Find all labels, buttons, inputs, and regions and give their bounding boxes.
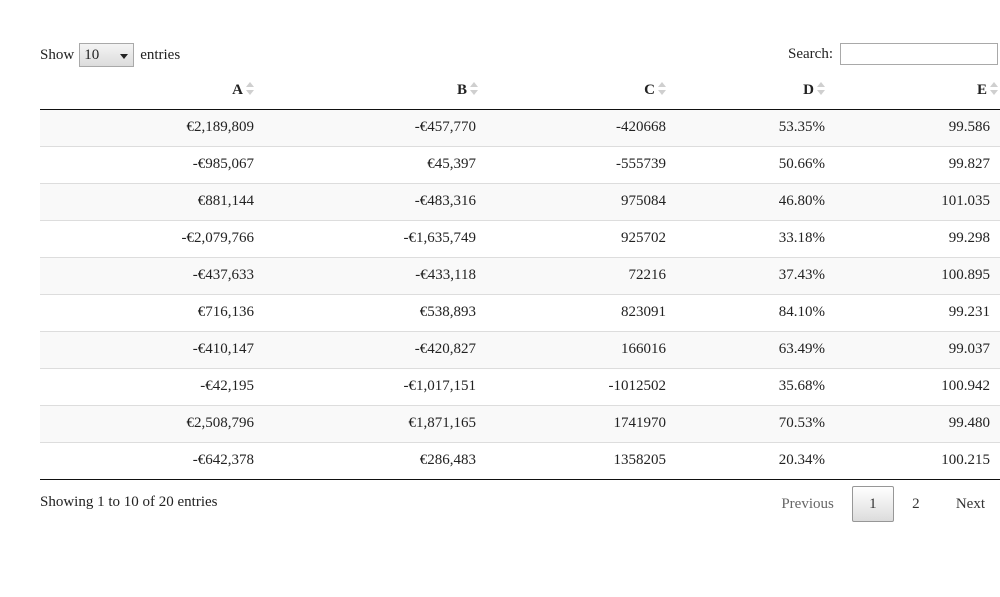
table-cell: 99.586 — [825, 109, 1000, 146]
table-cell: -€420,827 — [254, 330, 478, 368]
table-cell: 823091 — [478, 293, 666, 331]
table-cell: -€642,378 — [40, 441, 254, 480]
column-header-label: A — [232, 81, 243, 98]
table-cell: 925702 — [478, 219, 666, 257]
table-cell: 1741970 — [478, 404, 666, 442]
table-info: Showing 1 to 10 of 20 entries — [40, 494, 218, 510]
table-cell: 100.895 — [825, 256, 1000, 294]
column-header-a[interactable]: A — [40, 72, 254, 110]
table-cell: 53.35% — [666, 109, 825, 146]
table-cell: -€483,316 — [254, 182, 478, 220]
table-cell: 100.215 — [825, 441, 1000, 480]
table-cell: -€42,195 — [40, 367, 254, 405]
table-row: -€2,079,766 -€1,635,749 925702 33.18% 99… — [40, 219, 1000, 257]
table-cell: -€2,079,766 — [40, 219, 254, 257]
table-row: -€985,067 €45,397 -555739 50.66% 99.827 — [40, 145, 1000, 183]
table-cell: -€1,017,151 — [254, 367, 478, 405]
table-row: -€437,633 -€433,118 72216 37.43% 100.895 — [40, 256, 1000, 294]
sort-icon — [657, 81, 666, 96]
search-label: Search: — [788, 45, 833, 62]
pagination: Previous 1 2 Next — [769, 486, 1000, 522]
data-table: A B C D E €2,189,809 -€457,770 -420668 5… — [40, 72, 1000, 480]
column-header-label: C — [644, 81, 655, 98]
table-cell: -€457,770 — [254, 109, 478, 146]
sort-icon — [469, 81, 478, 96]
table-cell: 975084 — [478, 182, 666, 220]
table-cell: €286,483 — [254, 441, 478, 480]
table-cell: 99.480 — [825, 404, 1000, 442]
table-row: €2,508,796 €1,871,165 1741970 70.53% 99.… — [40, 404, 1000, 442]
table-cell: 46.80% — [666, 182, 825, 220]
table-cell: 70.53% — [666, 404, 825, 442]
table-cell: €2,189,809 — [40, 109, 254, 146]
table-cell: 99.231 — [825, 293, 1000, 331]
show-label: Show — [40, 46, 75, 63]
table-row: -€642,378 €286,483 1358205 20.34% 100.21… — [40, 441, 1000, 480]
entries-select-value: 10 — [84, 46, 100, 63]
column-header-c[interactable]: C — [478, 72, 666, 110]
table-cell: 63.49% — [666, 330, 825, 368]
table-cell: 35.68% — [666, 367, 825, 405]
column-header-b[interactable]: B — [254, 72, 478, 110]
table-row: €716,136 €538,893 823091 84.10% 99.231 — [40, 293, 1000, 331]
column-header-label: E — [976, 81, 987, 98]
table-cell: €881,144 — [40, 182, 254, 220]
table-cell: 99.037 — [825, 330, 1000, 368]
table-cell: 99.827 — [825, 145, 1000, 183]
column-header-e[interactable]: E — [825, 72, 1000, 110]
table-cell: 72216 — [478, 256, 666, 294]
table-cell: 20.34% — [666, 441, 825, 480]
table-cell: -€985,067 — [40, 145, 254, 183]
page-button-2[interactable]: 2 — [912, 495, 920, 512]
column-header-d[interactable]: D — [666, 72, 825, 110]
table-cell: -€433,118 — [254, 256, 478, 294]
table-cell: €1,871,165 — [254, 404, 478, 442]
header-row: A B C D E — [40, 72, 1000, 110]
entries-label: entries — [140, 46, 181, 63]
table-row: €2,189,809 -€457,770 -420668 53.35% 99.5… — [40, 109, 1000, 146]
table-cell: -€437,633 — [40, 256, 254, 294]
table-cell: 84.10% — [666, 293, 825, 331]
table-row: -€42,195 -€1,017,151 -1012502 35.68% 100… — [40, 367, 1000, 405]
table-cell: €538,893 — [254, 293, 478, 331]
next-button[interactable]: Next — [955, 495, 985, 512]
table-cell: €45,397 — [254, 145, 478, 183]
search-input[interactable] — [840, 43, 998, 65]
table-cell: -€1,635,749 — [254, 219, 478, 257]
previous-button[interactable]: Previous — [781, 495, 834, 512]
entries-select[interactable]: 10 — [79, 43, 135, 67]
page-button-1[interactable]: 1 — [851, 486, 894, 522]
search-filter: Search: — [788, 42, 998, 66]
length-control: Show 10 entries — [40, 42, 180, 68]
table-cell: 101.035 — [825, 182, 1000, 220]
table-cell: 1358205 — [478, 441, 666, 480]
table-row: -€410,147 -€420,827 166016 63.49% 99.037 — [40, 330, 1000, 368]
table-row: €881,144 -€483,316 975084 46.80% 101.035 — [40, 182, 1000, 220]
chevron-down-icon — [120, 54, 129, 59]
column-header-label: B — [456, 81, 467, 98]
table-cell: -1012502 — [478, 367, 666, 405]
table-cell: 50.66% — [666, 145, 825, 183]
table-cell: -555739 — [478, 145, 666, 183]
table-cell: €2,508,796 — [40, 404, 254, 442]
sort-icon — [245, 81, 254, 96]
sort-icon — [816, 81, 825, 96]
column-header-label: D — [803, 81, 814, 98]
table-cell: €716,136 — [40, 293, 254, 331]
table-cell: -€410,147 — [40, 330, 254, 368]
table-cell: 166016 — [478, 330, 666, 368]
table-cell: 100.942 — [825, 367, 1000, 405]
table-controls: Show 10 entries Search: — [40, 42, 1000, 68]
table-cell: 99.298 — [825, 219, 1000, 257]
table-cell: 33.18% — [666, 219, 825, 257]
table-cell: 37.43% — [666, 256, 825, 294]
sort-icon — [989, 81, 998, 96]
table-cell: -420668 — [478, 109, 666, 146]
